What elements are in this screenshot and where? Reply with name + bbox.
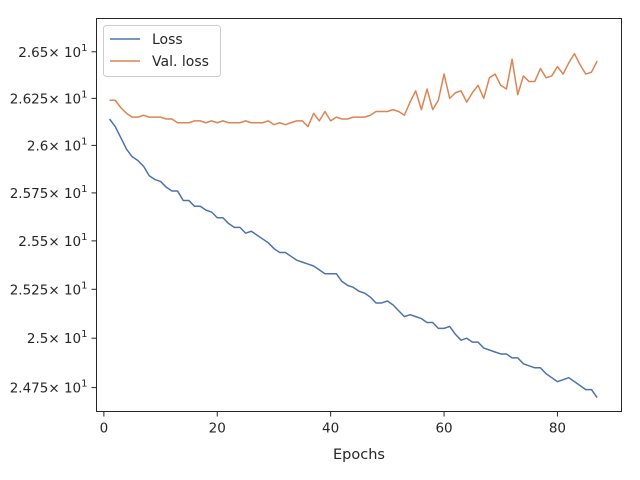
plot-marks — [108, 52, 598, 398]
x-tick-label: 20 — [209, 421, 226, 437]
y-axis: 2.475× 101 2.5× 101 2.525× 101 2.55× 101 2.5… — [10, 43, 97, 397]
y-tick-label: 2.475× 101 — [10, 379, 88, 397]
y-tick-label: 2.525× 101 — [10, 280, 88, 298]
series-line-loss — [108, 118, 598, 398]
legend-label-val-loss: Val. loss — [152, 54, 209, 70]
y-tick-label: 2.575× 101 — [10, 184, 88, 202]
x-tick-label: 80 — [549, 421, 566, 437]
y-tick-label: 2.5× 101 — [27, 329, 88, 347]
x-axis: 0 20 40 60 80 — [100, 411, 566, 437]
x-axis-label: Epochs — [333, 447, 385, 463]
plot-area-frame — [96, 18, 622, 412]
y-tick-label: 2.625× 101 — [10, 89, 88, 107]
x-tick-label: 60 — [435, 421, 452, 437]
y-tick-label: 2.6× 101 — [27, 136, 88, 154]
y-tick-label: 2.55× 101 — [18, 232, 87, 250]
legend: Loss Val. loss — [103, 25, 221, 77]
legend-label-loss: Loss — [152, 32, 183, 48]
series-line-val-loss — [109, 52, 598, 128]
x-tick-label: 0 — [100, 421, 109, 437]
y-tick-label: 2.65× 101 — [18, 43, 87, 61]
x-tick-label: 40 — [322, 421, 339, 437]
